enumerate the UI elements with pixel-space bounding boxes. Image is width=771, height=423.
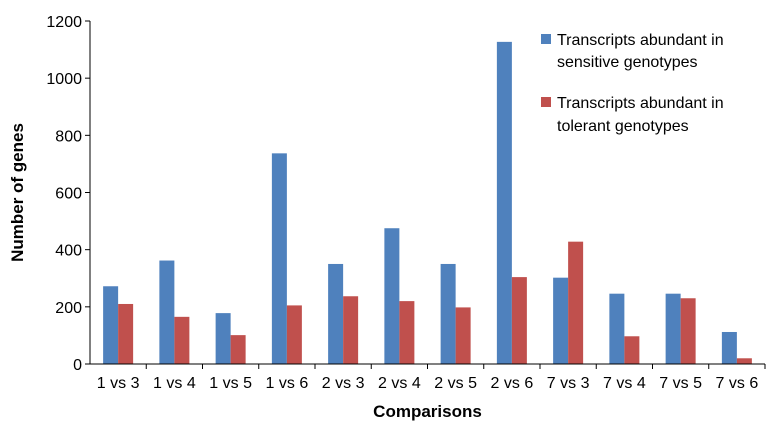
bar xyxy=(680,298,696,364)
bar xyxy=(384,228,400,364)
legend-label-tolerant-line2: tolerant genotypes xyxy=(557,118,689,135)
bar xyxy=(103,286,119,364)
bar xyxy=(455,307,471,364)
legend-label-sensitive-line2: sensitive genotypes xyxy=(557,54,698,71)
bar xyxy=(343,296,359,364)
y-axis-ticks: 0 200 400 600 800 1000 1200 xyxy=(46,14,90,374)
legend-swatch-tolerant xyxy=(541,97,551,107)
y-tick-label: 1200 xyxy=(46,14,82,31)
bar xyxy=(174,316,190,364)
bar xyxy=(568,241,584,364)
x-tick-label: 1 vs 5 xyxy=(209,375,252,392)
bar xyxy=(736,358,752,364)
y-tick-label: 200 xyxy=(55,300,82,317)
bar xyxy=(511,277,527,364)
y-tick-label: 1000 xyxy=(46,71,82,88)
x-tick-label: 7 vs 6 xyxy=(716,375,759,392)
bar-series xyxy=(103,41,752,364)
bar xyxy=(215,313,231,364)
bar xyxy=(159,260,175,364)
x-tick-label: 1 vs 4 xyxy=(153,375,196,392)
x-tick-label: 2 vs 5 xyxy=(434,375,477,392)
bar xyxy=(286,305,302,364)
y-tick-label: 800 xyxy=(55,128,82,145)
x-tick-label: 7 vs 4 xyxy=(603,375,646,392)
bar xyxy=(496,41,512,364)
y-tick-label: 400 xyxy=(55,243,82,260)
bar xyxy=(553,277,569,364)
legend-label-sensitive-line1: Transcripts abundant in xyxy=(557,32,724,49)
x-tick-label: 1 vs 6 xyxy=(266,375,309,392)
legend-swatch-sensitive xyxy=(541,34,551,44)
x-tick-label: 1 vs 3 xyxy=(97,375,140,392)
x-tick-label: 2 vs 6 xyxy=(491,375,534,392)
x-tick-label: 2 vs 3 xyxy=(322,375,365,392)
bar xyxy=(665,293,681,364)
bar xyxy=(271,153,287,364)
x-axis-title: Comparisons xyxy=(373,402,482,421)
bar xyxy=(721,331,737,364)
y-tick-label: 0 xyxy=(73,357,82,374)
bar xyxy=(399,301,415,364)
bar xyxy=(440,263,456,364)
x-tick-label: 2 vs 4 xyxy=(378,375,421,392)
y-tick-label: 600 xyxy=(55,186,82,203)
legend: Transcripts abundant in sensitive genoty… xyxy=(541,32,724,135)
bar xyxy=(230,335,246,364)
x-axis-tick-labels: 1 vs 3 1 vs 4 1 vs 5 1 vs 6 2 vs 3 2 vs 4 2 vs… xyxy=(97,364,766,392)
bar xyxy=(118,303,134,364)
legend-label-tolerant-line1: Transcripts abundant in xyxy=(557,95,724,112)
bar xyxy=(624,336,640,364)
y-axis-title: Number of genes xyxy=(8,123,27,262)
bar xyxy=(609,293,625,364)
bar xyxy=(328,263,344,364)
x-tick-label: 7 vs 3 xyxy=(547,375,590,392)
x-tick-label: 7 vs 5 xyxy=(659,375,702,392)
